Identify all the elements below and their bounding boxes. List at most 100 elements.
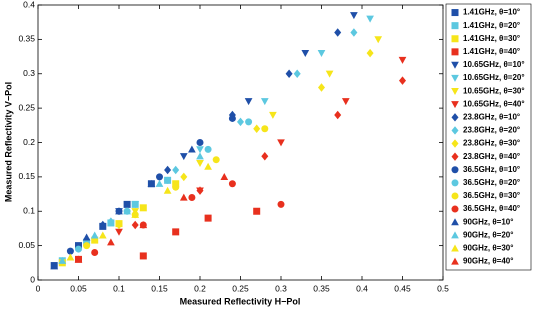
y-tick-label: 0.25: [18, 102, 35, 112]
legend-marker: [451, 61, 459, 69]
point: [350, 12, 358, 20]
legend-marker: [451, 139, 459, 148]
point: [261, 125, 269, 133]
y-tick-label: 0.05: [18, 240, 35, 250]
legend-label: 90GHz, θ=30°: [463, 243, 513, 252]
point: [172, 228, 180, 236]
legend-marker: [451, 218, 459, 226]
legend-label: 10.65GHz, θ=30°: [463, 86, 525, 95]
y-tick-label: 0: [30, 274, 35, 284]
y-tick-label: 0.3: [23, 68, 35, 78]
x-axis-label: Measured Reflectivity H−Pol: [180, 296, 301, 306]
point: [260, 98, 269, 106]
plot-area: [37, 4, 444, 281]
legend-box: [445, 3, 532, 271]
point: [293, 69, 301, 78]
point: [237, 117, 244, 127]
x-tick-label: 0.35: [313, 283, 330, 293]
point: [139, 252, 147, 260]
point: [172, 183, 180, 191]
legend-marker: [451, 205, 459, 213]
point: [139, 221, 148, 229]
x-tick-label: 0.2: [194, 283, 206, 293]
x-tick-label: 0.15: [151, 283, 168, 293]
legend-marker: [451, 88, 459, 95]
legend-label: 10.65GHz, θ=40°: [463, 99, 525, 108]
point: [155, 179, 164, 187]
legend-label: 23.8GHz, θ=20°: [463, 126, 520, 135]
point: [253, 207, 261, 215]
point: [350, 28, 358, 37]
point: [196, 146, 204, 154]
legend-marker: [451, 152, 459, 161]
x-tick-label: 0: [36, 283, 41, 293]
point: [123, 200, 131, 208]
legend-label: 1.41GHz, θ=40°: [463, 47, 520, 56]
legend-marker: [451, 113, 459, 122]
legend-label: 90GHz, θ=10°: [463, 217, 513, 226]
legend-marker: [451, 48, 459, 56]
point: [188, 194, 196, 201]
point: [107, 238, 115, 246]
x-tick-label: 0.3: [275, 283, 287, 293]
legend-label: 90GHz, θ=20°: [463, 230, 513, 239]
point: [204, 162, 212, 170]
point: [131, 220, 139, 230]
point: [244, 98, 253, 106]
point: [98, 231, 107, 239]
point: [341, 98, 350, 106]
legend-marker: [451, 257, 459, 265]
point: [164, 165, 172, 175]
y-axis-label: Measured Reflectivity V−Pol: [3, 82, 13, 202]
legend-label: 36.5GHz, θ=40°: [463, 204, 520, 213]
point: [74, 255, 83, 263]
x-tick-label: 0.4: [356, 283, 368, 293]
point: [83, 242, 91, 250]
point: [156, 173, 163, 181]
point: [164, 176, 172, 184]
y-tick-label: 0.15: [18, 171, 35, 181]
point: [269, 111, 277, 119]
legend-label: 90GHz, θ=40°: [463, 257, 513, 266]
point: [91, 249, 99, 256]
point: [172, 165, 180, 175]
legend-marker: [451, 192, 459, 200]
point: [334, 28, 342, 37]
legend-label: 36.5GHz, θ=10°: [463, 165, 520, 174]
point: [301, 49, 310, 57]
legend-marker: [451, 74, 459, 82]
point: [50, 262, 59, 270]
point: [147, 179, 156, 187]
point: [66, 253, 75, 261]
point: [277, 139, 285, 147]
point: [131, 210, 140, 218]
point: [179, 193, 188, 201]
point: [75, 245, 82, 253]
point: [204, 214, 212, 222]
legend-label: 10.65GHz, θ=20°: [463, 73, 525, 82]
point: [374, 36, 383, 44]
legend-marker: [451, 244, 459, 252]
x-tick-label: 0.1: [113, 283, 125, 293]
legend-label: 36.5GHz, θ=20°: [463, 178, 520, 187]
point: [107, 217, 115, 226]
legend-label: 23.8GHz, θ=40°: [463, 152, 520, 161]
point: [91, 236, 99, 244]
point: [188, 145, 196, 153]
point: [139, 204, 147, 212]
point: [228, 114, 236, 122]
y-tick-label: 0.35: [18, 34, 35, 44]
legend-label: 36.5GHz, θ=30°: [463, 191, 520, 200]
point: [115, 228, 123, 236]
point: [399, 76, 406, 85]
point: [334, 110, 342, 120]
legend-label: 1.41GHz, θ=20°: [463, 21, 520, 30]
x-tick-label: 0.05: [70, 283, 87, 293]
point: [180, 172, 188, 182]
point: [179, 153, 188, 161]
point: [115, 207, 123, 215]
point: [366, 15, 374, 23]
x-tick-label: 0.5: [437, 283, 449, 293]
legend-marker: [451, 179, 459, 187]
